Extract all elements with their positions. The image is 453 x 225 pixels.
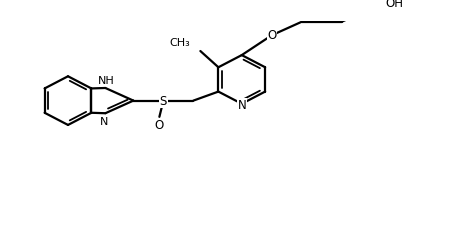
Text: NH: NH xyxy=(98,76,115,86)
Text: S: S xyxy=(160,95,167,108)
Text: CH₃: CH₃ xyxy=(169,38,190,48)
Text: OH: OH xyxy=(386,0,404,10)
Text: N: N xyxy=(100,117,109,127)
Text: O: O xyxy=(155,119,164,132)
Text: O: O xyxy=(267,29,276,42)
Text: N: N xyxy=(237,99,246,112)
